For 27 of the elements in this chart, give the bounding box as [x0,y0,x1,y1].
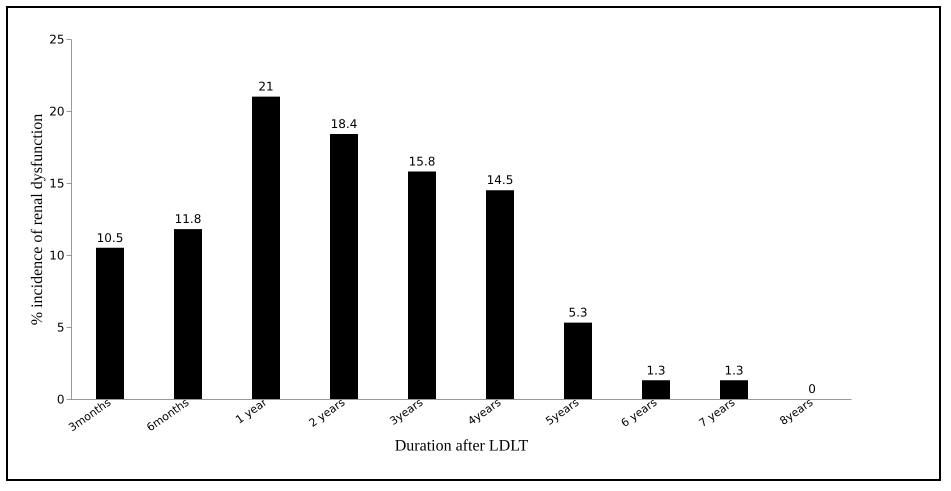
data-label: 5.3 [568,306,588,320]
bar [252,96,280,399]
y-tick-label: 5 [56,320,64,334]
data-label: 15.8 [408,154,436,168]
data-label: 0 [808,382,816,396]
bar [96,248,124,399]
data-label: 14.5 [486,173,514,188]
data-label: 10.5 [96,230,124,245]
y-tick-label: 0 [56,392,64,406]
data-label: 21 [258,80,274,94]
data-label: 1.3 [646,363,666,378]
bar [330,134,358,399]
bar [720,380,748,399]
y-tick-label: 15 [49,176,64,190]
bar [174,229,202,399]
bar [408,171,436,399]
bar [642,380,670,399]
y-tick-label: 20 [49,104,64,118]
data-label: 1.3 [724,363,744,378]
y-tick-label: 10 [49,248,64,262]
y-tick-label: 25 [49,32,64,46]
data-label: 18.4 [330,117,358,132]
bar [486,190,514,399]
x-axis-title: Duration after LDLT [394,437,529,454]
y-axis-title: % incidence of renal dysfunction [29,114,46,326]
bar [564,322,592,399]
data-label: 11.8 [174,212,202,226]
